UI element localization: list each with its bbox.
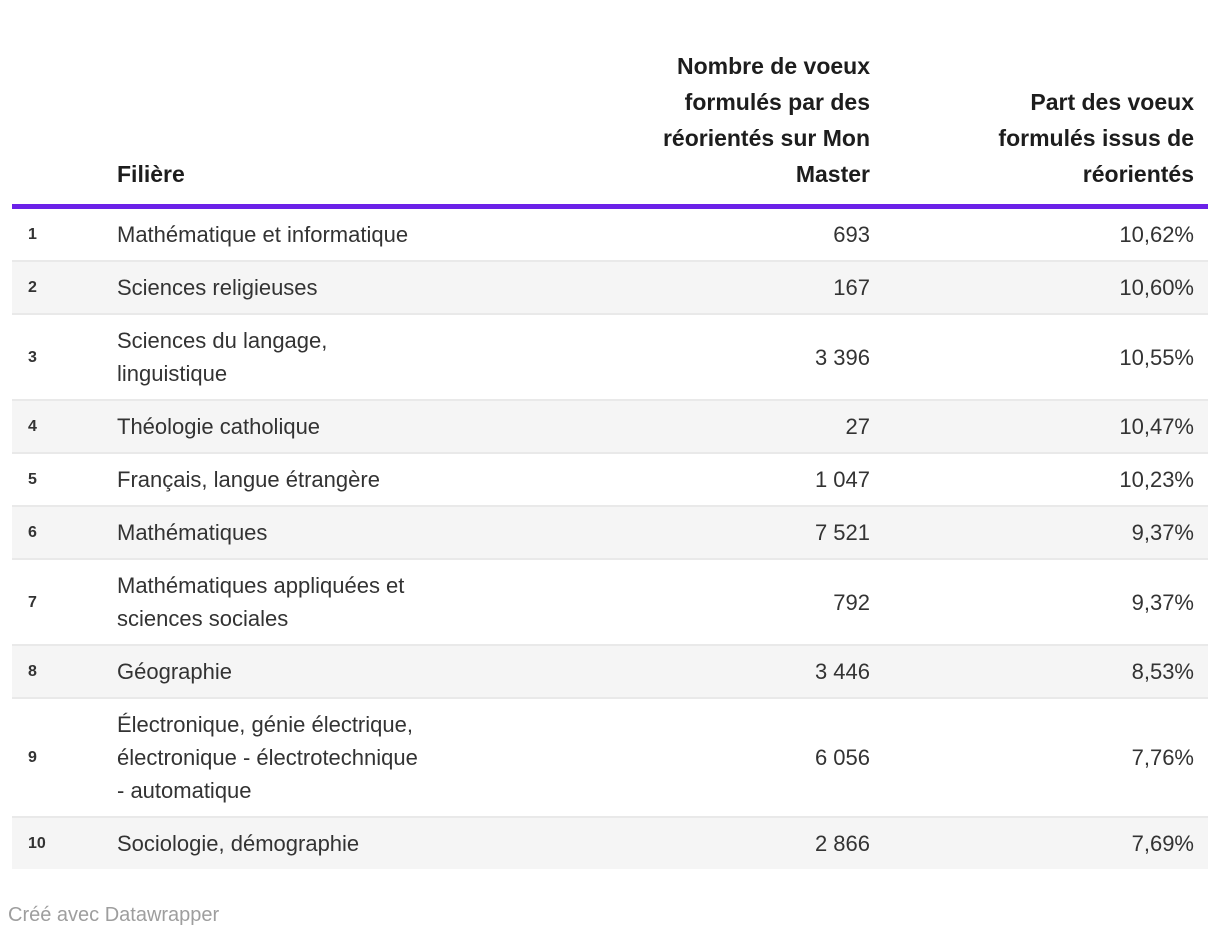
datawrapper-table-chart: Filière Nombre de voeux formulés par des…	[8, 48, 1208, 926]
row-part-value: 7,76%	[870, 697, 1208, 817]
table-row: 3 Sciences du langage, linguistique 3 39…	[12, 313, 1208, 400]
row-filiere-label: Géographie	[117, 644, 562, 698]
row-rank: 6	[12, 505, 117, 559]
row-filiere-label: Mathématiques	[117, 505, 562, 559]
table-row: 2 Sciences religieuses 167 10,60%	[12, 260, 1208, 314]
row-voeux-value: 3 446	[562, 644, 870, 698]
datawrapper-credit-link[interactable]: Créé avec Datawrapper	[8, 904, 220, 926]
row-filiere-label: Électronique, génie électrique, électron…	[117, 697, 562, 817]
row-part-value: 10,47%	[870, 399, 1208, 453]
row-voeux-value: 27	[562, 399, 870, 453]
row-part-value: 8,53%	[870, 644, 1208, 698]
table-row: 4 Théologie catholique 27 10,47%	[12, 399, 1208, 453]
table-row: 9 Électronique, génie électrique, électr…	[12, 697, 1208, 817]
table-row: 5 Français, langue étrangère 1 047 10,23…	[12, 452, 1208, 506]
row-filiere-label: Sociologie, démographie	[117, 816, 562, 869]
row-filiere-label: Mathématiques appliquées et sciences soc…	[117, 558, 562, 645]
column-header-rank	[12, 48, 117, 209]
row-part-value: 10,23%	[870, 452, 1208, 506]
row-voeux-value: 7 521	[562, 505, 870, 559]
row-rank: 10	[12, 816, 117, 869]
row-rank: 7	[12, 558, 117, 645]
row-filiere-label: Théologie catholique	[117, 399, 562, 453]
row-voeux-value: 3 396	[562, 313, 870, 400]
data-table: Filière Nombre de voeux formulés par des…	[12, 48, 1208, 869]
table-row: 10 Sociologie, démographie 2 866 7,69%	[12, 816, 1208, 869]
table-header: Filière Nombre de voeux formulés par des…	[12, 48, 1208, 209]
column-header-filiere: Filière	[117, 48, 562, 209]
table-row: 1 Mathématique et informatique 693 10,62…	[12, 207, 1208, 262]
row-part-value: 10,60%	[870, 260, 1208, 314]
row-voeux-value: 792	[562, 558, 870, 645]
table-body: 1 Mathématique et informatique 693 10,62…	[12, 207, 1208, 869]
row-voeux-value: 2 866	[562, 816, 870, 869]
row-filiere-label: Français, langue étrangère	[117, 452, 562, 506]
row-filiere-label: Sciences religieuses	[117, 260, 562, 314]
row-part-value: 9,37%	[870, 558, 1208, 645]
row-rank: 8	[12, 644, 117, 698]
row-rank: 3	[12, 313, 117, 400]
table-row: 8 Géographie 3 446 8,53%	[12, 644, 1208, 698]
table-row: 7 Mathématiques appliquées et sciences s…	[12, 558, 1208, 645]
row-part-value: 10,55%	[870, 313, 1208, 400]
row-voeux-value: 693	[833, 222, 870, 247]
row-voeux-value: 1 047	[562, 452, 870, 506]
table-row: 6 Mathématiques 7 521 9,37%	[12, 505, 1208, 559]
row-filiere-label: Mathématique et informatique	[117, 222, 409, 247]
row-rank: 5	[12, 452, 117, 506]
row-rank: 4	[12, 399, 117, 453]
row-part-value: 7,69%	[870, 816, 1208, 869]
row-rank: 9	[12, 697, 117, 817]
row-voeux-value: 167	[562, 260, 870, 314]
row-voeux-value: 6 056	[562, 697, 870, 817]
row-rank: 1	[28, 226, 37, 243]
row-part-value: 10,62%	[1119, 222, 1194, 247]
column-header-part: Part des voeux formulés issus de réorien…	[870, 48, 1208, 209]
column-header-voeux: Nombre de voeux formulés par des réorien…	[562, 48, 870, 209]
header-row: Filière Nombre de voeux formulés par des…	[12, 48, 1208, 209]
row-filiere-label: Sciences du langage, linguistique	[117, 313, 562, 400]
row-rank: 2	[12, 260, 117, 314]
row-part-value: 9,37%	[870, 505, 1208, 559]
